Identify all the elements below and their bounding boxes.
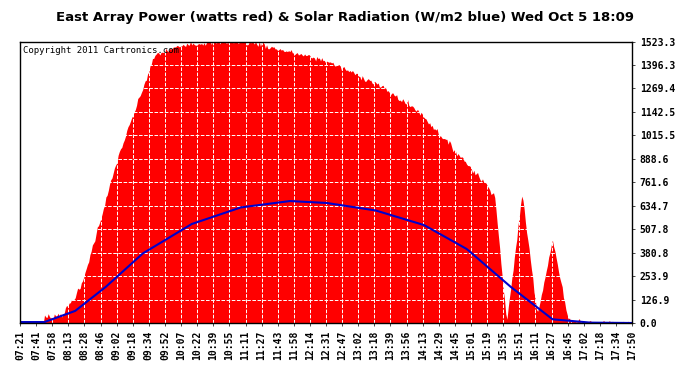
Text: East Array Power (watts red) & Solar Radiation (W/m2 blue) Wed Oct 5 18:09: East Array Power (watts red) & Solar Rad… — [56, 11, 634, 24]
Text: Copyright 2011 Cartronics.com: Copyright 2011 Cartronics.com — [23, 46, 179, 55]
